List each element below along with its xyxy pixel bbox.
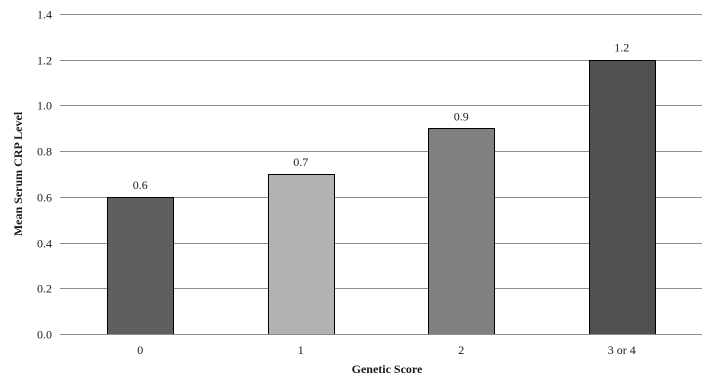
y-tick-labels: 0.0 0.2 0.4 0.6 0.8 1.0 1.2 1.4 [37,8,52,342]
data-labels: 0.6 0.7 0.9 1.2 [133,41,630,192]
data-label: 0.6 [133,178,148,192]
data-label: 0.7 [293,155,308,169]
data-label: 0.9 [454,109,469,123]
x-axis-title: Genetic Score [352,362,423,376]
bars [107,60,656,335]
y-tick-label: 0.4 [37,237,52,251]
bar [268,174,335,335]
y-tick-label: 1.0 [37,99,52,113]
y-tick-label: 0.8 [37,145,52,159]
y-tick-label: 0.6 [37,191,52,205]
x-tick-label: 2 [458,343,464,357]
bar [107,197,174,335]
y-tick-label: 1.2 [37,54,52,68]
y-tick-label: 0.0 [37,328,52,342]
y-tick-label: 0.2 [37,282,52,296]
y-tick-label: 1.4 [37,8,52,22]
data-label: 1.2 [614,41,629,55]
x-tick-label: 0 [137,343,143,357]
y-axis-title: Mean Serum CRP Level [11,111,25,236]
x-tick-label: 3 or 4 [608,343,636,357]
x-tick-label: 1 [298,343,304,357]
bar [428,128,495,335]
bar [589,60,656,335]
x-tick-labels: 0 1 2 3 or 4 [137,343,636,357]
